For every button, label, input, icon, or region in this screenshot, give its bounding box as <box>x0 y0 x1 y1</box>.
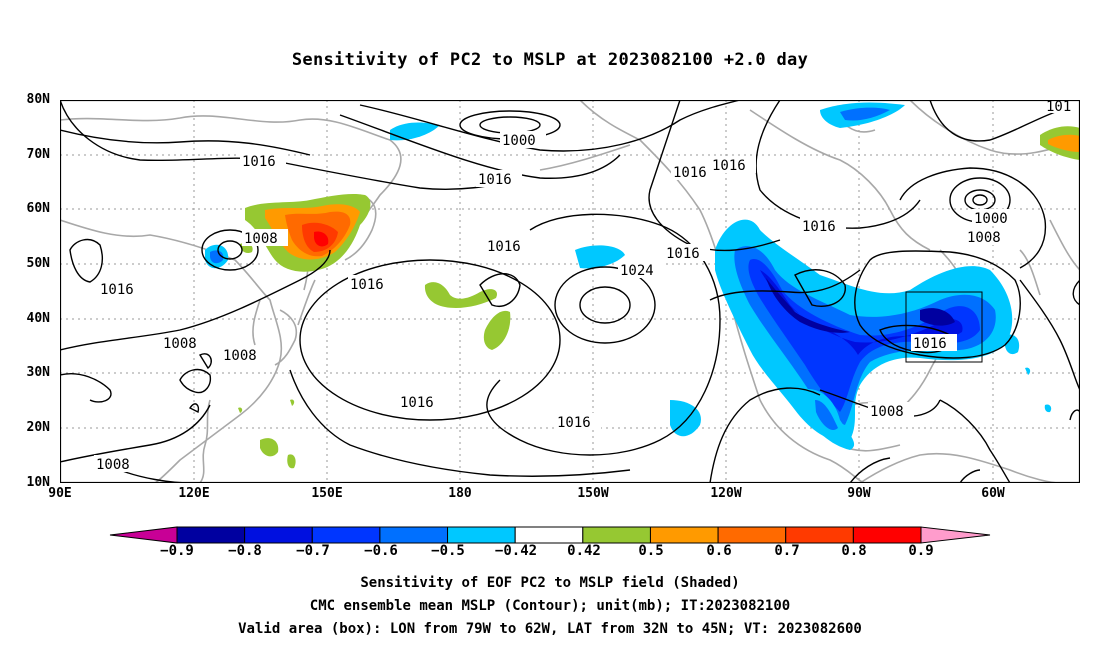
colorbar-label: 0.42 <box>567 543 601 559</box>
contour-label: 1016 <box>557 415 591 431</box>
lon-label-180: 180 <box>448 486 472 501</box>
colorbar-label: −0.6 <box>364 543 398 559</box>
lat-label-10n: 10N <box>26 475 50 490</box>
contour-label: 1016 <box>400 395 434 411</box>
contour-label: 1008 <box>223 348 257 364</box>
plot-title: Sensitivity of PC2 to MSLP at 2023082100… <box>291 50 809 70</box>
lon-label-150w: 150W <box>577 486 609 501</box>
colorbar-label: 0.7 <box>774 543 800 559</box>
contour-label: 1016 <box>478 172 512 188</box>
caption-contour: CMC ensemble mean MSLP (Contour); unit(m… <box>309 598 791 614</box>
colorbar <box>109 526 991 544</box>
lon-label-150e: 150E <box>311 486 343 501</box>
colorbar-label: −0.8 <box>228 543 262 559</box>
lon-label-120e: 120E <box>178 486 210 501</box>
lat-lon-grid <box>60 100 1080 483</box>
contour-label: 1016 <box>100 282 134 298</box>
lon-label-90e: 90E <box>48 486 72 501</box>
contour-label: 1016 <box>487 239 521 255</box>
lat-label-80n: 80N <box>26 92 50 107</box>
colorbar-segments <box>176 526 922 544</box>
lat-label-60n: 60N <box>26 201 50 216</box>
positive-sensitivity-shading <box>238 126 1080 469</box>
colorbar-label: 0.8 <box>841 543 867 559</box>
caption-shaded: Sensitivity of EOF PC2 to MSLP field (Sh… <box>360 575 740 591</box>
colorbar-segment <box>717 526 787 544</box>
colorbar-label: 0.6 <box>706 543 732 559</box>
colorbar-segment <box>514 526 584 544</box>
contour-label: 1008 <box>163 336 197 352</box>
colorbar-label: −0.42 <box>494 543 538 559</box>
contour-label: 1016 <box>666 246 700 262</box>
contour-labels: 1000 1016 1016 1016 1016 1016 1016 1016 … <box>94 100 1080 473</box>
contour-label: 1016 <box>673 165 707 181</box>
colorbar-label: −0.7 <box>296 543 330 559</box>
lat-label-30n: 30N <box>26 365 50 380</box>
contour-label: 1016 <box>913 336 947 352</box>
colorbar-segment <box>311 526 381 544</box>
lon-label-90w: 90W <box>847 486 871 501</box>
colorbar-label: −0.9 <box>160 543 194 559</box>
contour-label: 1008 <box>967 230 1001 246</box>
colorbar-segment <box>649 526 719 544</box>
contour-label: 1008 <box>96 457 130 473</box>
contour-label: 1024 <box>620 263 654 279</box>
contour-label: 1008 <box>870 404 904 420</box>
colorbar-over-triangle <box>920 526 991 544</box>
colorbar-segment <box>379 526 449 544</box>
lon-label-120w: 120W <box>710 486 742 501</box>
caption-valid-area: Valid area (box): LON from 79W to 62W, L… <box>238 621 862 637</box>
map-panel: 1000 1016 1016 1016 1016 1016 1016 1016 … <box>60 100 1080 483</box>
colorbar-segment <box>176 526 246 544</box>
colorbar-segment <box>244 526 313 544</box>
valid-area-box <box>905 291 983 363</box>
lat-label-70n: 70N <box>26 147 50 162</box>
contour-label: 1000 <box>974 211 1008 227</box>
colorbar-under-triangle <box>109 526 178 544</box>
lon-label-60w: 60W <box>981 486 1005 501</box>
lat-label-50n: 50N <box>26 256 50 271</box>
contour-label: 1000 <box>502 133 536 149</box>
lat-label-20n: 20N <box>26 420 50 435</box>
colorbar-segment <box>852 526 922 544</box>
colorbar-label: 0.5 <box>638 543 664 559</box>
contour-label: 1016 <box>802 219 836 235</box>
colorbar-segment <box>582 526 651 544</box>
contour-label: 1016 <box>350 277 384 293</box>
colorbar-label: 0.9 <box>908 543 934 559</box>
lat-label-40n: 40N <box>26 311 50 326</box>
contour-label: 1008 <box>244 231 278 247</box>
contour-label: 101 <box>1046 100 1071 115</box>
colorbar-segment <box>447 526 516 544</box>
colorbar-label: −0.5 <box>431 543 465 559</box>
colorbar-segment <box>785 526 854 544</box>
contour-label: 1016 <box>242 154 276 170</box>
contour-label: 1016 <box>712 158 746 174</box>
